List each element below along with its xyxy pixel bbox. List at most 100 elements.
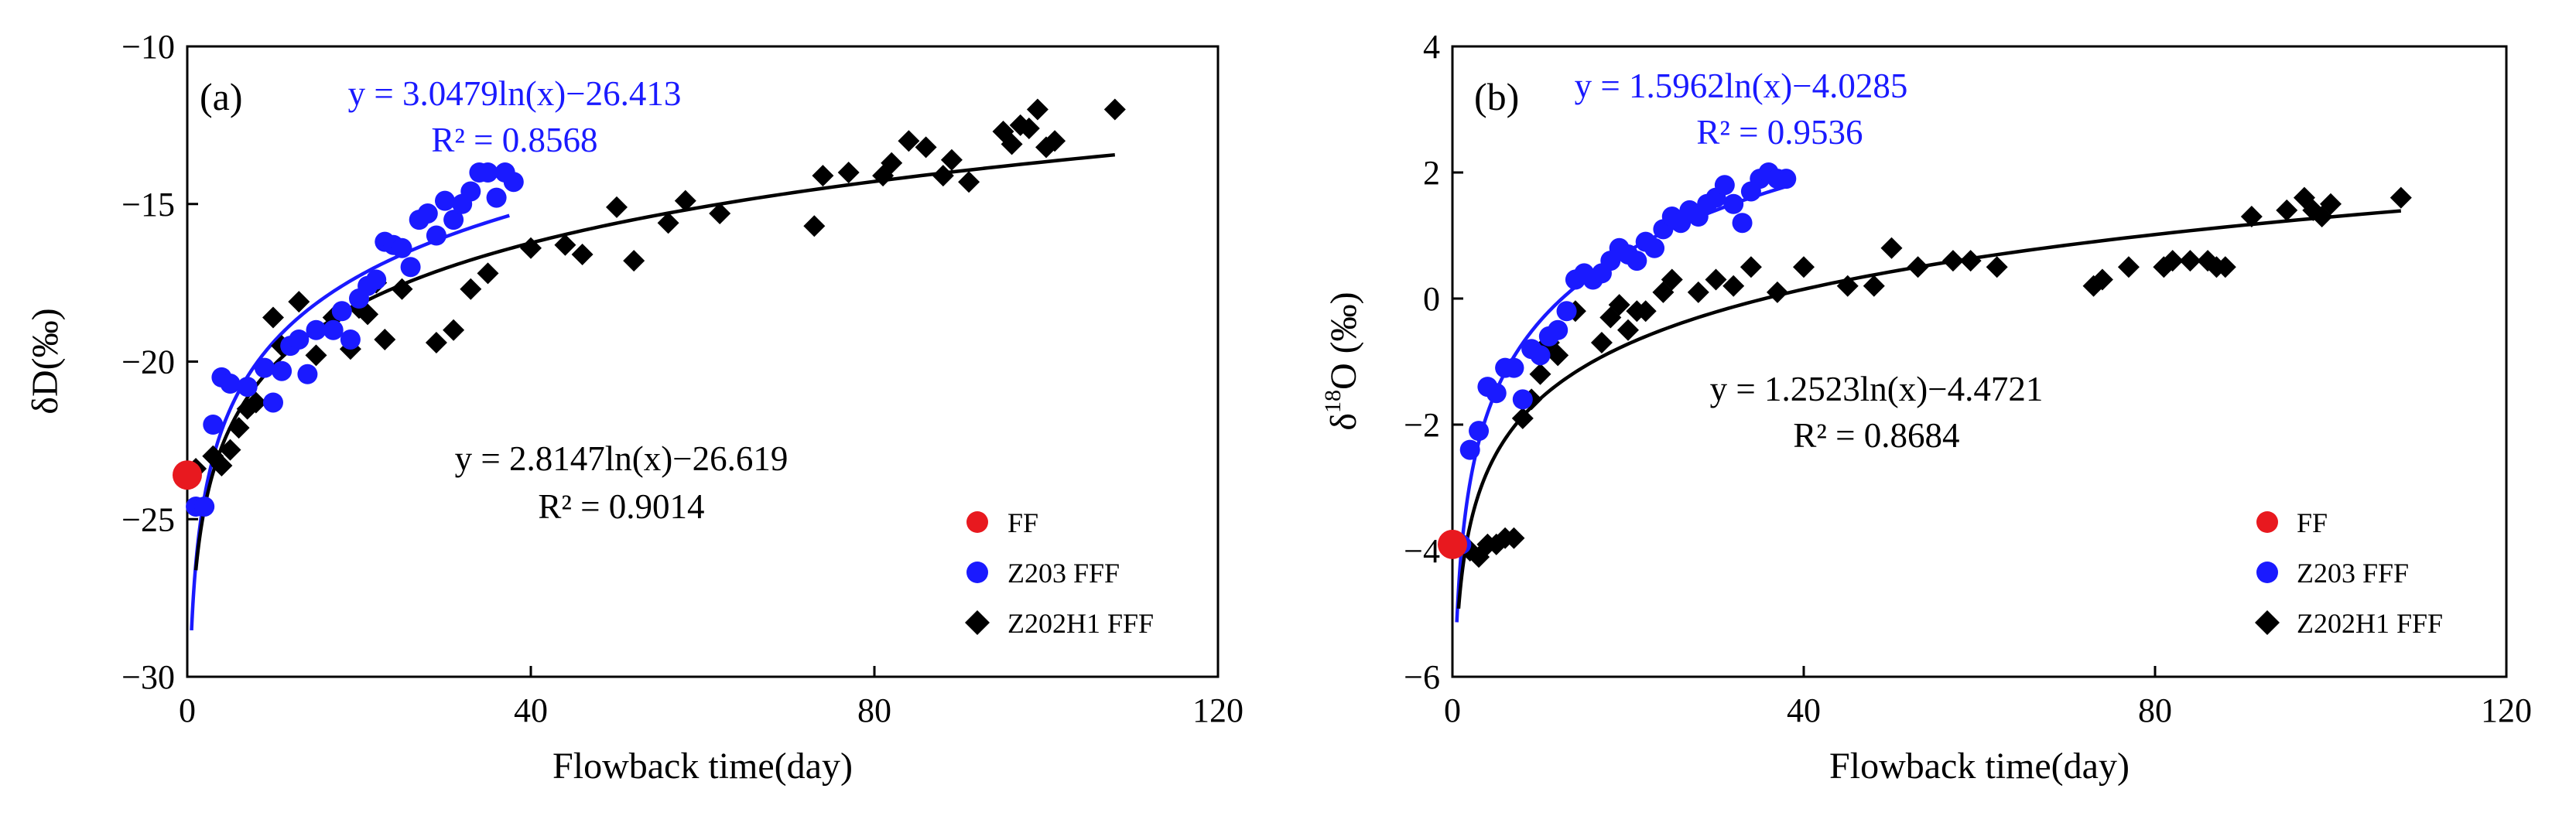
- panel-a-point-z203-fff-29: [460, 181, 481, 202]
- panel-b-legend-z202h1-label: Z202H1 FFF: [2297, 608, 2443, 639]
- panel-b-point-z202h1-fff-17: [1634, 300, 1657, 323]
- panel-b-legend-z203-label: Z203 FFF: [2297, 558, 2409, 589]
- panel-a-xtick-labels: 0 40 80 120: [179, 691, 1244, 729]
- panel-a-point-z203-fff-5: [237, 377, 258, 398]
- panel-a-legend-z203-marker: [966, 562, 988, 583]
- panel-b-data-points: [1438, 162, 2412, 568]
- panel-b-point-z202h1-fff-29: [1907, 256, 1929, 278]
- panel-b-point-z203-fff-32: [1732, 213, 1753, 234]
- panel-a-point-z202h1-fff-46: [1044, 130, 1066, 152]
- panel-a-point-z202h1-fff-9: [288, 291, 310, 313]
- panel-a-point-z202h1-fff-17: [391, 278, 413, 300]
- panel-b-y-axis-title-prefix: δ: [1323, 413, 1364, 431]
- panel-b-point-z202h1-fff-24: [1766, 281, 1788, 303]
- panel-a-fit-z203-equation: y = 3.0479ln(x)−26.413: [348, 74, 682, 113]
- panel-a-legend-z203-label: Z203 FFF: [1007, 558, 1120, 589]
- panel-a-point-z203-fff-27: [443, 210, 464, 230]
- panel-b-y-axis-title-suffix: O (‰): [1323, 292, 1364, 390]
- panel-a-point-z202h1-fff-3: [219, 439, 241, 461]
- panel-a-point-z202h1-fff-38: [940, 149, 963, 171]
- panel-a-point-z202h1-fff-34: [881, 152, 903, 174]
- panel-a-point-z203-fff-14: [331, 301, 352, 322]
- panel-a-point-z202h1-fff-21: [477, 262, 499, 285]
- panel-b-point-z202h1-fff-34: [2091, 268, 2113, 291]
- panel-b-xtick-labels: 0 40 80 120: [1444, 691, 2532, 729]
- panel-b-point-z203-fff-6: [1504, 357, 1524, 378]
- panel-a-point-z203-fff-21: [392, 237, 412, 258]
- panel-b-y-axis-title: δ18O (‰): [1320, 292, 1364, 430]
- panel-b-point-z202h1-fff-20: [1687, 281, 1709, 303]
- panel-a-point-z202h1-fff-44: [1026, 98, 1049, 121]
- panel-a-point-z202h1-fff-32: [837, 162, 860, 183]
- panel-a-point-z202h1-fff-27: [657, 212, 679, 234]
- panel-b-ytick-label-1: −4: [1404, 532, 1440, 570]
- panel-a-point-z202h1-fff-47: [1103, 98, 1126, 121]
- panel-a-point-z202h1-fff-35: [898, 130, 920, 152]
- panel-a-point-z202h1-fff-24: [571, 243, 594, 265]
- panel-a-xtick-label-0: 0: [179, 691, 196, 729]
- panel-a-point-z203-fff-32: [486, 187, 507, 208]
- panel-a-point-z203-fff-11: [297, 364, 318, 384]
- panel-a-point-z202h1-fff-22: [520, 237, 542, 259]
- panel-b-point-z203-fff-12: [1556, 301, 1577, 322]
- panel-a-fit-z202h1-r2: R² = 0.9014: [538, 487, 704, 526]
- panel-b-point-z202h1-fff-25: [1793, 256, 1815, 278]
- panel-a-ytick-label-2: −20: [121, 343, 175, 381]
- panel-a-point-z203-fff-34: [503, 172, 524, 193]
- panel-b-point-ff-0: [1438, 529, 1467, 559]
- panel-b-point-z202h1-fff-26: [1836, 275, 1859, 297]
- panel-a-point-z202h1-fff-26: [623, 250, 645, 272]
- panel-b-point-z202h1-fff-30: [1941, 250, 1964, 272]
- panel-a-legend: FF Z203 FFF Z202H1 FFF: [965, 507, 1154, 639]
- panel-a-point-z203-fff-31: [477, 162, 498, 183]
- panel-a-data-points: [173, 98, 1126, 517]
- panel-b-fit-z202h1-r2: R² = 0.8684: [1793, 416, 1959, 455]
- panel-b-ytick-label-3: 0: [1423, 280, 1440, 318]
- panel-b-legend-z202h1-marker: [2255, 610, 2280, 635]
- panel-b-x-axis-title: Flowback time(day): [1829, 746, 2130, 787]
- panel-a-point-z203-fff-25: [426, 225, 446, 246]
- panel-a-point-z202h1-fff-18: [425, 332, 447, 354]
- panel-b-ytick-labels: −6 −4 −2 0 2 4: [1404, 28, 1440, 696]
- panel-b-point-z202h1-fff-27: [1863, 275, 1885, 297]
- panel-a-point-z203-fff-8: [272, 360, 292, 381]
- panel-b-point-z202h1-fff-21: [1705, 268, 1727, 291]
- panel-b-point-z202h1-fff-42: [2240, 206, 2263, 228]
- panel-b-point-z202h1-fff-8: [1529, 363, 1551, 385]
- panel-a-point-z202h1-fff-23: [554, 234, 576, 256]
- panel-a-point-z202h1-fff-4: [227, 417, 250, 439]
- panel-b-point-z202h1-fff-38: [2179, 250, 2201, 272]
- panel-b-ytick-label-4: 2: [1423, 154, 1440, 192]
- panel-b-fit-z203-r2: R² = 0.9536: [1696, 113, 1863, 152]
- panel-b-xtick-label-1: 40: [1787, 691, 1821, 729]
- panel-b-point-z202h1-fff-19: [1661, 268, 1683, 291]
- panel-b-label: (b): [1474, 75, 1519, 118]
- panel-a-fit-curves: [190, 152, 1116, 631]
- panel-b-point-z202h1-fff-48: [2390, 186, 2412, 209]
- panel-a-point-z202h1-fff-29: [709, 202, 731, 224]
- panel-b-ytick-label-0: −6: [1404, 658, 1440, 696]
- panel-a-point-ff-0: [173, 460, 202, 490]
- panel-b-legend: FF Z203 FFF Z202H1 FFF: [2255, 507, 2443, 639]
- panel-a-point-z203-fff-2: [203, 415, 224, 435]
- panel-a-ytick-label-4: −10: [121, 28, 175, 66]
- panel-b-point-z203-fff-7: [1512, 389, 1533, 410]
- panel-b-point-z203-fff-31: [1723, 193, 1744, 214]
- panel-a-point-z203-fff-12: [306, 319, 327, 340]
- panel-b-point-z202h1-fff-15: [1617, 319, 1639, 341]
- panel-b-legend-ff-marker: [2256, 511, 2278, 533]
- panel-b-point-z202h1-fff-5: [1503, 527, 1525, 549]
- panel-a-x-axis-title: Flowback time(day): [552, 746, 853, 787]
- panel-a-point-z203-fff-15: [340, 329, 361, 350]
- panel-a-point-z202h1-fff-28: [674, 189, 696, 212]
- panel-a-point-z203-fff-4: [220, 374, 241, 394]
- panel-a: −30 −25 −20 −15 −10 0 40 80 120 (a) y = 3.0479l…: [25, 28, 1244, 787]
- panel-b-point-z202h1-fff-6: [1511, 407, 1534, 429]
- panel-a-point-z203-fff-18: [366, 269, 387, 290]
- panel-a-point-z203-fff-6: [254, 357, 275, 378]
- panel-a-ticks: [186, 45, 1220, 678]
- panel-a-point-z202h1-fff-41: [1001, 133, 1023, 155]
- panel-a-point-z202h1-fff-30: [803, 215, 826, 237]
